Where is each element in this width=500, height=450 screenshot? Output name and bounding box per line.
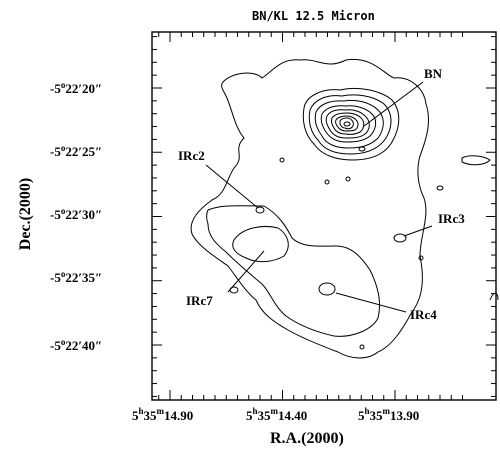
y-tick-label: -5o22′20″ [50, 80, 102, 96]
contour-map [190, 58, 499, 359]
y-tick-label: -5o22′35″ [50, 269, 102, 285]
y-axis-title: Dec.(2000) [17, 178, 34, 250]
x-tick-label: 5h35m14.40 [246, 406, 307, 423]
label-irc3: IRc3 [438, 211, 465, 226]
contour-spot [418, 255, 424, 261]
contour-spot [318, 282, 336, 296]
y-tick-labels: -5o22′20″ -5o22′25″ -5o22′30″ -5o22′35″ … [50, 80, 102, 353]
contour-spot [345, 176, 351, 182]
contour-spot [255, 206, 265, 214]
label-bn: BN [424, 66, 443, 81]
contour-spot [489, 292, 499, 301]
leader-irc7 [227, 250, 265, 293]
contour-spot [359, 344, 365, 350]
contour-spot [393, 233, 407, 243]
y-tick-label: -5o22′40″ [50, 337, 102, 353]
contour-irc7 [232, 226, 289, 263]
contour-spot [324, 179, 330, 185]
leader-bn [363, 81, 424, 127]
contour-spot [436, 185, 444, 191]
contour-spot [358, 146, 366, 152]
contour-bn-peak [302, 87, 400, 161]
label-irc4: IRc4 [410, 307, 437, 322]
label-irc2: IRc2 [178, 148, 205, 163]
x-tick-label: 5h35m14.90 [132, 406, 193, 423]
leader-irc4 [335, 292, 407, 313]
figure-title: BN/KL 12.5 Micron [252, 9, 375, 23]
y-tick-label: -5o22′25″ [50, 143, 102, 159]
axis-ticks [152, 32, 496, 400]
leader-irc3 [403, 225, 433, 237]
contour-level-2 [206, 205, 381, 337]
x-axis-title: R.A.(2000) [270, 430, 344, 447]
y-tick-label: -5o22′30″ [50, 206, 102, 222]
contour-level-1 [190, 58, 429, 359]
leader-irc2 [205, 164, 259, 209]
contour-spot [279, 157, 285, 163]
contour-spot [461, 155, 491, 166]
label-irc7: IRc7 [186, 293, 213, 308]
x-tick-label: 5h35m13.90 [358, 406, 419, 423]
x-tick-labels: 5h35m14.90 5h35m14.40 5h35m13.90 [132, 406, 419, 423]
